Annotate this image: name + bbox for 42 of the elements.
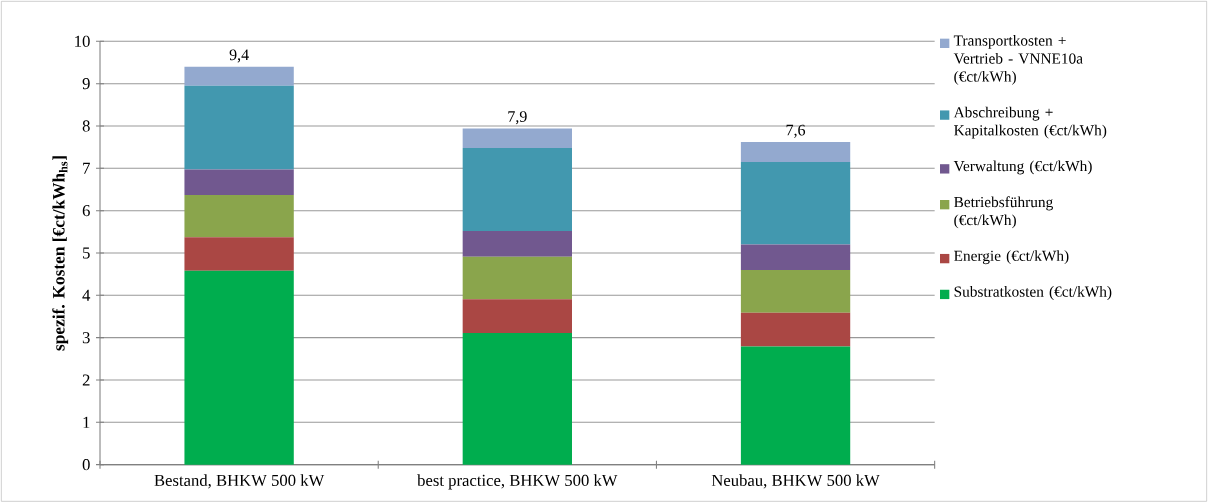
bar <box>740 162 851 245</box>
y-tick-label: 6 <box>82 205 90 217</box>
legend-label: Substratkosten (€ct/kWh) <box>954 286 1112 301</box>
total-label: 7,9 <box>508 111 527 125</box>
bar <box>462 256 572 300</box>
bar <box>740 270 851 313</box>
bar <box>184 237 294 271</box>
y-tick-label: 10 <box>75 35 90 48</box>
total-label: 7,6 <box>786 124 806 138</box>
y-axis-title: spezif. Kosten [€ct/kWh$_{hs}$] <box>52 156 69 351</box>
legend-label: Abschreibung + Kapitalkosten (€ct/kWh) <box>953 106 1107 139</box>
bar <box>184 66 294 86</box>
y-tick-label: 3 <box>82 332 90 344</box>
bar <box>740 346 851 465</box>
y-tick-label: 5 <box>83 247 90 259</box>
bar <box>740 312 851 347</box>
total-label: 9,4 <box>229 49 249 63</box>
bar <box>184 270 294 465</box>
bar <box>184 85 294 170</box>
legend-label: Transportkosten + Vertrieb - VNNE10a (€ct/kWh) <box>953 35 1083 85</box>
bar <box>462 231 572 257</box>
y-tick-label: 9 <box>82 78 90 90</box>
bar <box>462 333 572 465</box>
legend-label: Verwaltung (€ct/kWh) <box>953 160 1092 175</box>
y-tick-label: 8 <box>82 120 90 132</box>
bar <box>740 244 851 271</box>
bar <box>462 148 572 232</box>
bar <box>184 195 294 238</box>
x-tick-label: Bestand, BHKW 500 kW <box>154 474 325 489</box>
bar <box>184 169 294 196</box>
x-tick-label: best practice, BHKW 500 kW <box>417 474 618 490</box>
legend-label: Betriebsführung (€ct/kWh) <box>954 196 1053 229</box>
y-tick-label: 2 <box>82 374 90 386</box>
bar <box>462 299 572 334</box>
y-tick-label: 1 <box>83 417 90 428</box>
legend-label: Energie (€ct/kWh) <box>954 250 1069 265</box>
y-tick-label: 4 <box>82 290 91 301</box>
bar <box>740 142 851 163</box>
bar <box>462 128 572 149</box>
x-tick-label: Neubau, BHKW 500 kW <box>711 474 880 489</box>
y-tick-label: 0 <box>82 459 90 471</box>
y-tick-label: 7 <box>83 163 90 174</box>
